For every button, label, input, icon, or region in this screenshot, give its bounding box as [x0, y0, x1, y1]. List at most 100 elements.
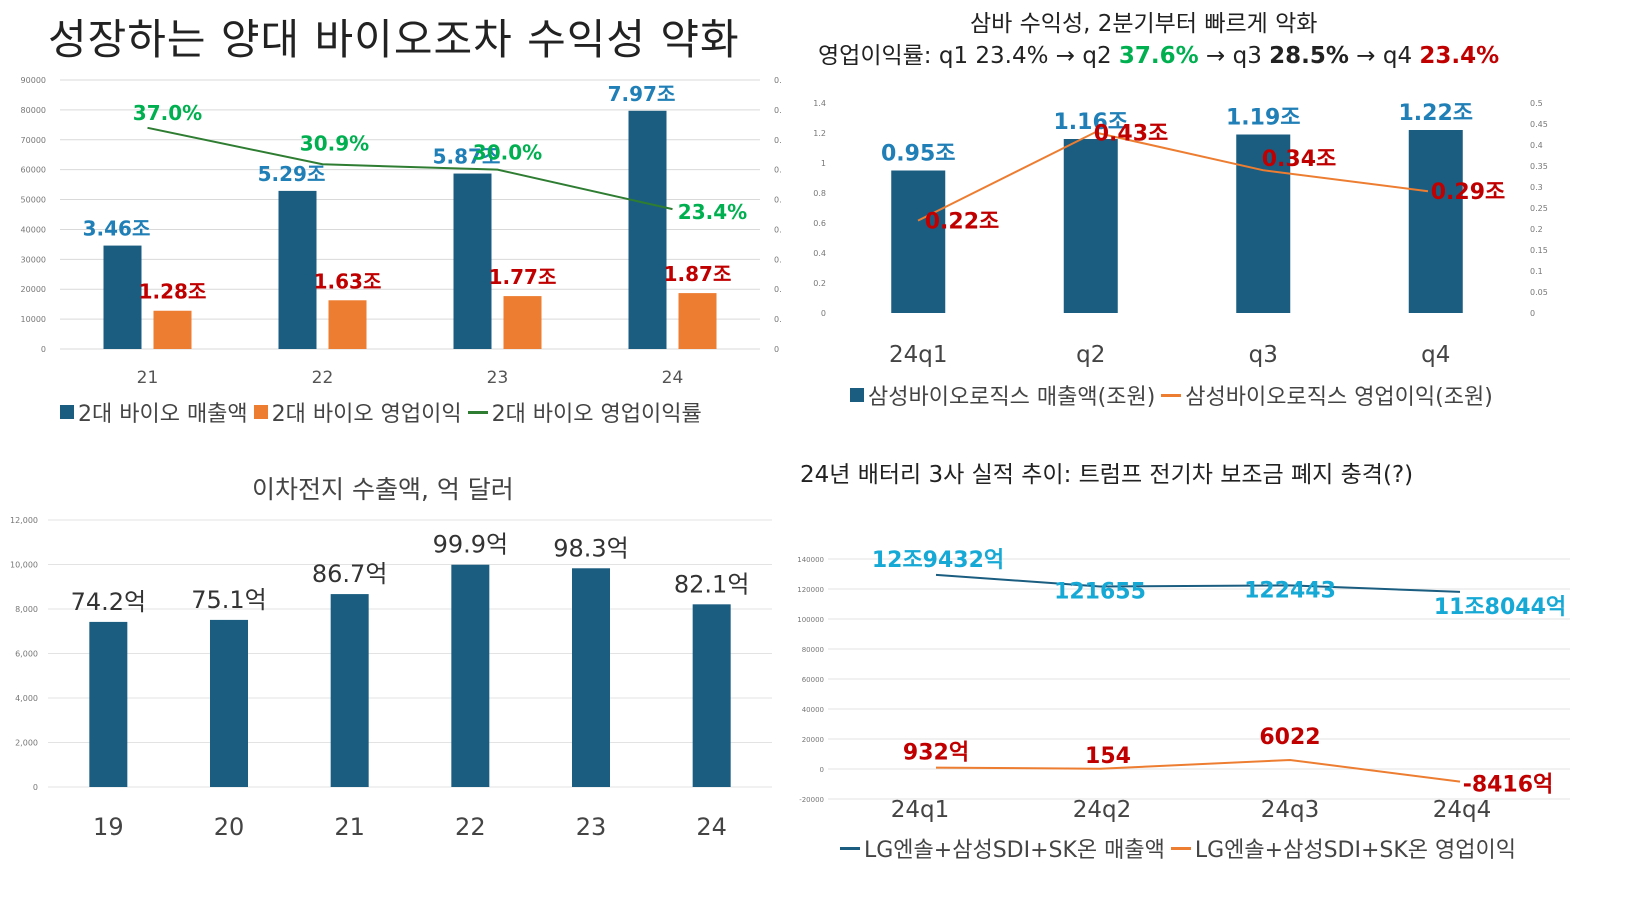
- x-tick-label: 24q2: [1073, 797, 1132, 823]
- bar-samsung-revenue: [1408, 130, 1463, 313]
- y-tick-label: 70000: [21, 136, 46, 145]
- data-label-bio-profit: 1.28조: [139, 280, 207, 304]
- data-label-bio-margin: 37.0%: [133, 101, 202, 125]
- y-tick-label: 90000: [21, 76, 46, 85]
- data-label-battery-revenue: 121655: [1054, 580, 1146, 605]
- y-tick-label: 1.2: [813, 129, 826, 138]
- y2-tick-label: 0: [1530, 309, 1535, 318]
- samsung-chart-legend: 삼성바이오로직스 매출액(조원) 삼성바이오로직스 영업이익(조원): [850, 379, 1493, 411]
- legend-swatch-samsung-revenue: [850, 388, 864, 402]
- bar-export-value: [451, 564, 490, 787]
- data-label-samsung-profit: 0.22조: [925, 210, 1000, 235]
- y-tick-label: 20000: [21, 285, 46, 294]
- samsung-chart-svg: 0 0.2 0.4 0.6 0.8 1 1.2 1.4 0 0.05 0.1 0.15 0.2 0.25 0…: [813, 99, 1548, 368]
- data-label-bio-margin: 30.0%: [473, 141, 542, 165]
- y-tick-label: 60000: [802, 676, 824, 684]
- y-tick-label: 80000: [802, 646, 824, 654]
- y2-tick-label: 0.: [774, 285, 782, 294]
- bar-export-value: [330, 594, 369, 787]
- data-label-battery-revenue: 11조8044억: [1434, 595, 1566, 620]
- bar-bio-profit: [503, 296, 542, 349]
- battery-export-chart-panel: 이차전지 수출액, 억 달러 0 2,000 4,000 6,000 8,000 10,0…: [0, 455, 800, 904]
- y2-tick-label: 0.3: [1530, 183, 1543, 192]
- legend-label-battery-profit: LG엔솔+삼성SDI+SK온 영업이익: [1194, 838, 1516, 863]
- y-tick-label: 2,000: [15, 739, 38, 748]
- y-tick-label: 0.6: [813, 219, 826, 228]
- y2-tick-label: 0.: [774, 76, 782, 85]
- data-label-samsung-profit: 0.29조: [1431, 180, 1506, 205]
- y2-tick-label: 0.: [774, 136, 782, 145]
- data-label-samsung-profit: 0.34조: [1262, 147, 1337, 172]
- data-label-battery-profit: 6022: [1259, 725, 1320, 750]
- x-tick-label: q2: [1076, 342, 1105, 368]
- x-tick-label: 19: [93, 813, 124, 841]
- y2-tick-label: 0.: [774, 166, 782, 175]
- legend-item-bio-revenue: 2대 바이오 매출액: [60, 396, 248, 428]
- legend-label-samsung-profit: 삼성바이오로직스 영업이익(조원): [1185, 385, 1493, 410]
- legend-item-samsung-revenue: 삼성바이오로직스 매출액(조원): [850, 379, 1155, 411]
- y-tick-label: 120000: [797, 586, 824, 594]
- y-tick-label: 40000: [802, 706, 824, 714]
- legend-item-battery-profit: LG엔솔+삼성SDI+SK온 영업이익: [1170, 832, 1516, 864]
- data-label-bio-profit: 1.63조: [314, 269, 382, 293]
- y-tick-label: 0: [821, 309, 826, 318]
- data-label-samsung-revenue: 1.16조: [1053, 110, 1128, 135]
- data-label-samsung-revenue: 0.95조: [881, 142, 956, 167]
- legend-item-bio-margin: 2대 바이오 영업이익률: [467, 396, 702, 428]
- x-tick-label: 20: [214, 813, 245, 841]
- bar-export-value: [692, 604, 731, 787]
- x-tick-label: 24: [662, 368, 684, 388]
- data-label-export-value: 75.1억: [191, 586, 267, 614]
- data-label-export-value: 86.7억: [312, 560, 388, 588]
- data-label-battery-profit: -8416억: [1463, 773, 1554, 798]
- y-tick-label: -20000: [799, 796, 824, 804]
- bar-bio-revenue: [628, 110, 667, 349]
- legend-label-samsung-revenue: 삼성바이오로직스 매출액(조원): [868, 385, 1156, 410]
- y2-tick-label: 0.45: [1530, 120, 1548, 129]
- y2-tick-label: 0.: [774, 225, 782, 234]
- data-label-bio-margin: 23.4%: [678, 200, 747, 224]
- y-tick-label: 60000: [21, 166, 46, 175]
- y2-tick-label: 0.05: [1530, 288, 1548, 297]
- legend-swatch-battery-revenue: [840, 846, 860, 850]
- y-tick-label: 4,000: [15, 694, 38, 703]
- x-tick-label: 21: [137, 368, 159, 388]
- y-tick-label: 50000: [21, 196, 46, 205]
- samsung-subtitle-part: 23.4%: [1419, 43, 1500, 69]
- data-label-battery-profit: 154: [1085, 744, 1131, 769]
- legend-item-samsung-profit: 삼성바이오로직스 영업이익(조원): [1161, 379, 1493, 411]
- data-label-bio-profit: 1.77조: [489, 265, 557, 289]
- data-label-bio-margin: 30.9%: [300, 131, 369, 155]
- x-tick-label: 24q1: [889, 342, 948, 368]
- samsung-subtitle-part: 영업이익률: q1 23.4% → q2: [818, 43, 1119, 69]
- bar-bio-profit: [678, 293, 717, 349]
- y2-tick-label: 0.1: [1530, 267, 1543, 276]
- y-tick-label: 0.8: [813, 189, 826, 198]
- battery-export-chart-title: 이차전지 수출액, 억 달러: [252, 475, 514, 504]
- data-label-battery-revenue: 122443: [1244, 578, 1336, 603]
- x-tick-label: 24q1: [891, 797, 950, 823]
- data-label-export-value: 82.1억: [674, 570, 750, 598]
- battery-3-chart-legend: LG엔솔+삼성SDI+SK온 매출액 LG엔솔+삼성SDI+SK온 영업이익: [840, 832, 1516, 864]
- y2-tick-label: 0.25: [1530, 204, 1548, 213]
- samsung-chart-title: 삼바 수익성, 2분기부터 빠르게 악화: [970, 11, 1318, 37]
- y-tick-label: 0: [820, 766, 824, 774]
- bar-samsung-revenue: [1236, 134, 1291, 313]
- y-tick-label: 140000: [797, 556, 824, 564]
- y-tick-label: 0.4: [813, 249, 826, 258]
- line-samsung-profit: [917, 131, 1429, 222]
- y2-tick-label: 0.: [774, 255, 782, 264]
- legend-swatch-bio-revenue: [60, 405, 74, 419]
- x-tick-label: 23: [487, 368, 509, 388]
- legend-swatch-samsung-profit: [1161, 393, 1182, 397]
- bio-chart-title: 성장하는 양대 바이오조차 수익성 약화: [48, 15, 740, 64]
- x-tick-label: 22: [312, 368, 334, 388]
- battery-3-chart-panel: 24년 배터리 3사 실적 추이: 트럼프 전기차 보조금 폐지 충격(?) -…: [797, 455, 1626, 904]
- battery-export-chart-svg: 0 2,000 4,000 6,000 8,000 10,000 12,000 74.2억 19…: [10, 516, 772, 841]
- y-tick-label: 80000: [21, 106, 46, 115]
- legend-swatch-battery-profit: [1170, 846, 1191, 850]
- bio-chart-panel: 성장하는 양대 바이오조차 수익성 약화 0 10000 20000 30000 400…: [0, 0, 800, 440]
- bar-export-value: [89, 621, 128, 787]
- y-tick-label: 1: [821, 159, 826, 168]
- x-tick-label: 22: [455, 813, 486, 841]
